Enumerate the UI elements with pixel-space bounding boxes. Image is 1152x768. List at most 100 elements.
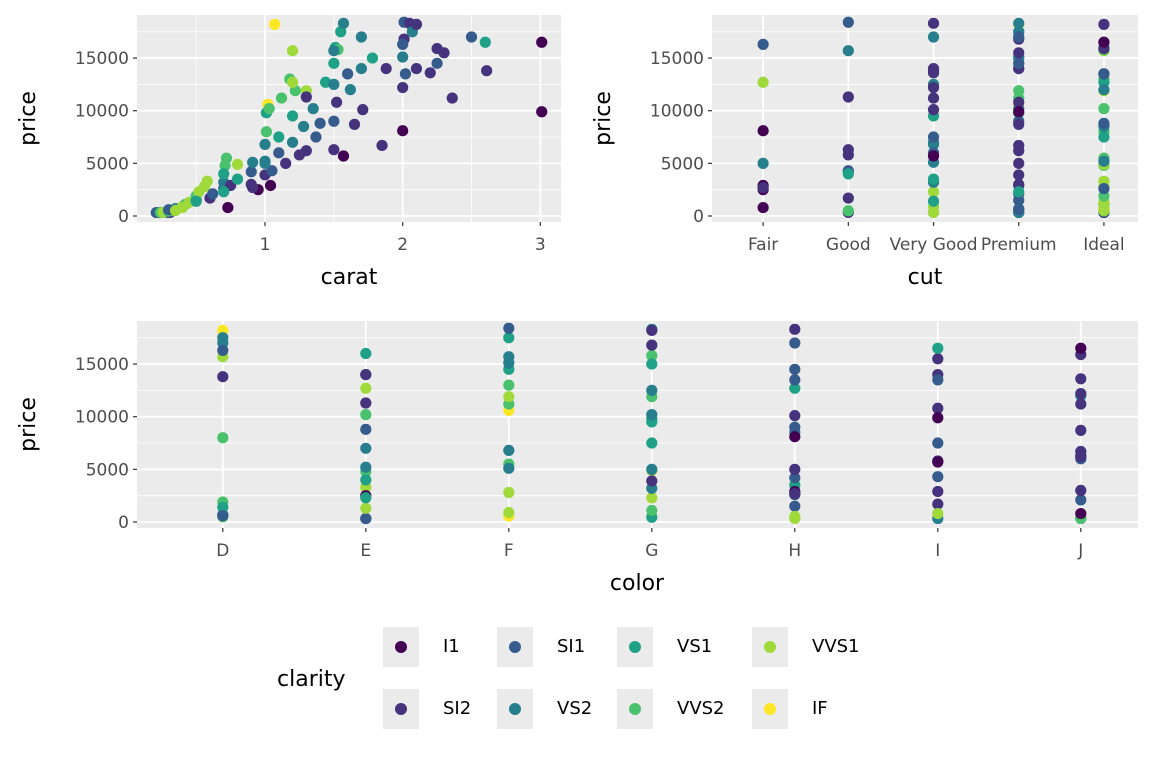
data-point [1013,85,1025,97]
data-point [1013,169,1025,181]
legend-key-si2 [383,689,419,729]
data-point [789,472,801,484]
data-point [397,81,409,94]
data-point [260,126,273,138]
data-point [1013,157,1025,169]
data-point [789,337,801,349]
x-axis-title: carat [321,265,378,290]
data-point [1075,342,1087,354]
x-tick-label: H [788,541,801,561]
data-point [328,57,340,69]
x-axis-title: cut [908,265,943,290]
data-point [231,173,244,185]
legend-dot-icon [395,703,407,715]
x-tick-label: E [360,541,371,561]
x-tick-label: Very Good [890,235,978,255]
data-point [331,96,343,108]
data-point [789,323,801,335]
data-point [259,138,271,151]
data-point [360,423,372,435]
data-point [300,91,312,103]
data-point [757,157,769,169]
data-point [1098,204,1110,217]
data-point [1075,398,1087,410]
data-point [927,131,940,143]
data-point [927,31,940,43]
data-point [245,166,257,178]
data-point [465,31,478,43]
data-point [757,181,769,194]
data-point [360,474,372,486]
y-tick-label: 0 [118,513,129,533]
data-point [789,487,801,500]
data-point [328,78,340,90]
x-tick-label: J [1077,541,1083,561]
data-point [503,462,515,474]
data-point [342,68,354,80]
data-point [273,147,285,159]
legend-label: VVS2 [677,698,725,719]
data-point [927,150,940,162]
data-point [789,510,801,523]
data-point [789,463,801,475]
data-point [1098,155,1110,167]
data-point [646,358,658,370]
data-point [927,186,940,198]
data-point [231,158,244,171]
data-point [503,379,515,391]
legend-dot-icon [395,641,407,653]
data-point [1098,36,1110,48]
data-point [927,17,940,29]
data-point [410,62,423,75]
data-point [927,195,940,207]
y-tick-label: 0 [118,207,129,227]
data-point [307,103,319,115]
data-point [376,139,388,152]
legend-title: clarity [277,667,346,692]
data-point [328,45,340,57]
data-point [438,47,450,59]
data-point [397,38,409,50]
y-axis-title: price [591,91,616,146]
data-point [337,150,350,162]
legend-label: VS2 [557,698,593,719]
data-point [360,492,372,504]
data-point [218,168,230,180]
data-point [927,65,940,77]
data-point [646,409,658,421]
data-point [380,62,392,75]
data-point [1013,31,1025,43]
data-point [273,131,285,143]
x-tick-label: Good [826,235,871,255]
data-point [932,412,944,424]
data-point [280,157,292,169]
data-point [646,463,658,475]
data-point [842,91,854,103]
data-point [355,31,367,43]
data-point [190,195,202,207]
data-point [789,421,801,433]
data-point [932,437,944,449]
data-point [646,384,658,396]
data-point [503,444,515,457]
legend-key-vvs1 [752,627,788,667]
data-point [217,371,229,383]
data-point [789,431,801,443]
data-point [927,173,940,185]
data-point [842,45,854,57]
data-point [1013,204,1025,216]
data-point [932,471,944,483]
data-point [217,332,229,344]
data-point [1075,507,1087,520]
data-point [348,118,361,130]
x-tick-label: 3 [535,235,546,255]
data-point [789,410,801,422]
data-point [932,402,944,414]
y-tick-label: 5000 [661,154,704,174]
y-tick-label: 0 [693,207,704,227]
y-axis-title: price [16,91,41,146]
legend-dot-icon [764,641,776,653]
data-point [360,461,372,473]
data-point [932,374,944,386]
x-tick-label: I [935,541,940,561]
